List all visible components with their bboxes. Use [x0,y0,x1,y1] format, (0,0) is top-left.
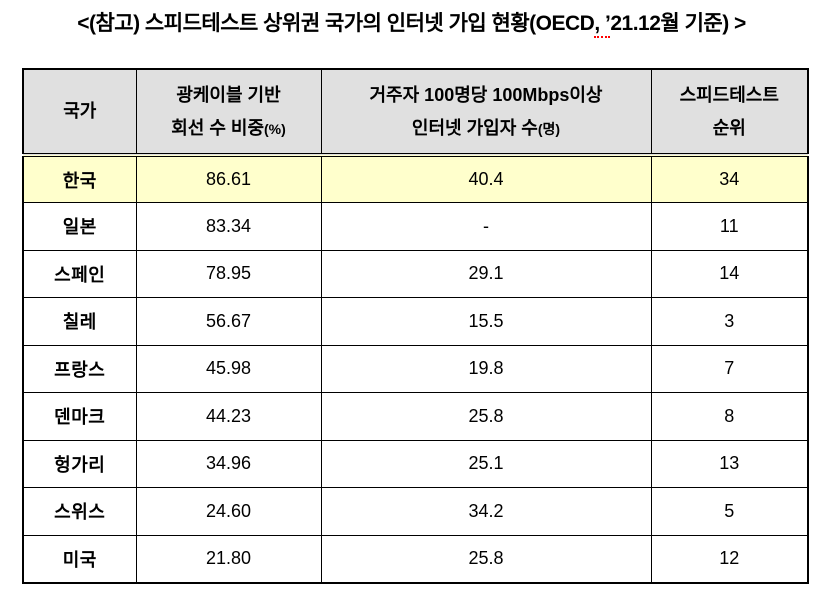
cell-speedtest-rank: 7 [650,344,809,393]
cell-country: 스위스 [22,487,137,536]
header-fiber-share-unit: (%) [264,120,286,137]
cell-subscribers: 25.1 [320,439,652,488]
cell-fiber-share: 45.98 [135,344,322,393]
header-speedtest-rank: 스피드테스트 순위 [650,68,809,157]
header-country: 국가 [22,68,137,157]
cell-subscribers: 40.4 [320,154,652,203]
header-subscribers-line2: 인터넷 가입자 수(명) [322,112,651,144]
cell-speedtest-rank: 13 [650,439,809,488]
cell-fiber-share: 21.80 [135,534,322,583]
header-row: 국가 광케이블 기반 회선 수 비중(%) 거주자 100명당 100Mbps이… [22,68,809,157]
cell-speedtest-rank: 14 [650,249,809,298]
header-speedtest-rank-line1: 스피드테스트 [679,85,779,106]
header-fiber-share-line1: 광케이블 기반 [176,85,281,106]
cell-fiber-share: 56.67 [135,297,322,346]
cell-speedtest-rank: 5 [650,487,809,536]
cell-speedtest-rank: 12 [650,534,809,583]
page-title: <(참고) 스피드테스트 상위권 국가의 인터넷 가입 현황(OECD, ’21… [0,7,823,38]
header-fiber-share: 광케이블 기반 회선 수 비중(%) [135,68,322,157]
cell-country: 스페인 [22,249,137,298]
cell-country: 덴마크 [22,392,137,441]
table-row-switzerland: 스위스 24.60 34.2 5 [22,487,809,536]
header-country-label: 국가 [63,101,97,122]
cell-subscribers: 25.8 [320,392,652,441]
cell-speedtest-rank: 3 [650,297,809,346]
table-row-spain: 스페인 78.95 29.1 14 [22,249,809,298]
header-subscribers: 거주자 100명당 100Mbps이상 인터넷 가입자 수(명) [320,68,652,157]
cell-subscribers: 25.8 [320,534,652,583]
internet-subscription-table: 국가 광케이블 기반 회선 수 비중(%) 거주자 100명당 100Mbps이… [22,68,809,584]
cell-subscribers: 15.5 [320,297,652,346]
cell-speedtest-rank: 8 [650,392,809,441]
title-spellcheck-segment: , ’ [594,12,611,38]
table-row-japan: 일본 83.34 - 11 [22,202,809,251]
table-row-denmark: 덴마크 44.23 25.8 8 [22,392,809,441]
cell-country: 프랑스 [22,344,137,393]
header-fiber-share-line2-text: 회선 수 비중 [171,117,265,138]
cell-country: 미국 [22,534,137,583]
table-row-korea: 한국 86.61 40.4 34 [22,154,809,203]
cell-country: 헝가리 [22,439,137,488]
cell-speedtest-rank: 34 [650,154,809,203]
cell-fiber-share: 78.95 [135,249,322,298]
table-row-usa: 미국 21.80 25.8 12 [22,534,809,583]
cell-subscribers: 29.1 [320,249,652,298]
title-text-post: 21.12월 기준) > [610,12,746,35]
cell-subscribers: 34.2 [320,487,652,536]
cell-country: 한국 [22,154,137,203]
cell-fiber-share: 44.23 [135,392,322,441]
cell-fiber-share: 34.96 [135,439,322,488]
header-speedtest-rank-line2: 순위 [712,117,746,138]
title-text-pre: <(참고) 스피드테스트 상위권 국가의 인터넷 가입 현황(OECD [77,12,595,35]
table-row-chile: 칠레 56.67 15.5 3 [22,297,809,346]
cell-fiber-share: 86.61 [135,154,322,203]
header-subscribers-unit: (명) [537,120,561,137]
cell-country: 칠레 [22,297,137,346]
header-fiber-share-line2: 회선 수 비중(%) [137,112,321,144]
table-row-hungary: 헝가리 34.96 25.1 13 [22,439,809,488]
cell-fiber-share: 24.60 [135,487,322,536]
header-subscribers-line1: 거주자 100명당 100Mbps이상 [369,85,603,106]
header-subscribers-line2-text: 인터넷 가입자 수 [411,117,538,138]
cell-subscribers: 19.8 [320,344,652,393]
cell-speedtest-rank: 11 [650,202,809,251]
cell-subscribers: - [320,202,652,251]
cell-fiber-share: 83.34 [135,202,322,251]
cell-country: 일본 [22,202,137,251]
table-row-france: 프랑스 45.98 19.8 7 [22,344,809,393]
